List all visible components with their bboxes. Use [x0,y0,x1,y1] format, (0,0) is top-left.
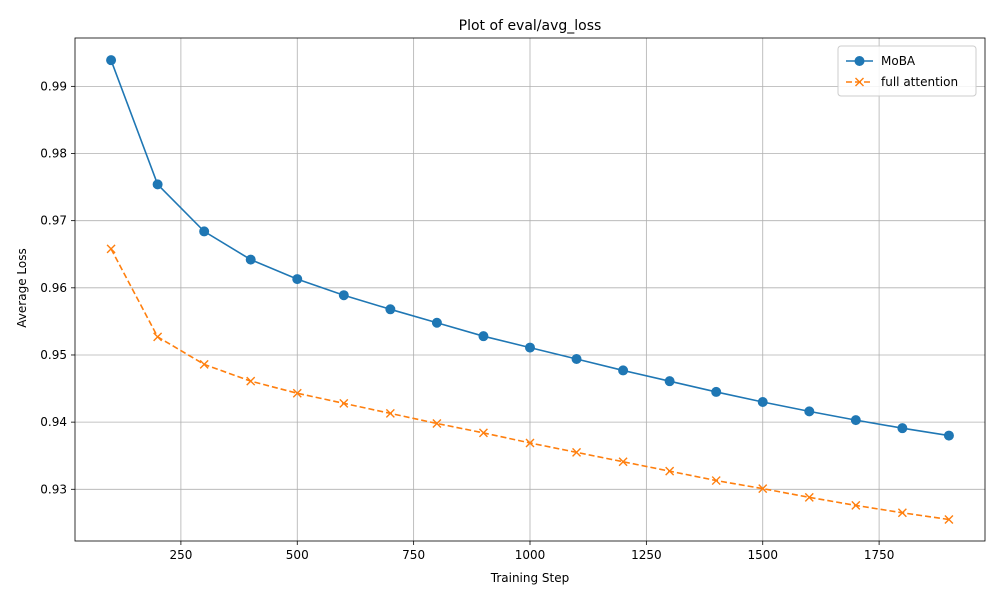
data-point-full-attention [897,508,907,518]
data-point-full-attention [572,447,582,457]
x-tick-label: 750 [402,548,425,562]
data-point-full-attention [944,515,954,525]
legend: MoBA full attention [837,45,977,97]
data-point-moba [292,274,303,285]
data-point-full-attention [199,359,209,369]
y-tick-label: 0.94 [40,415,67,429]
data-point-full-attention [339,398,349,408]
data-point-moba [943,430,954,441]
chart-title: Plot of eval/avg_loss [459,18,602,34]
data-point-moba [897,423,908,434]
data-point-full-attention [106,244,116,254]
grid [75,38,985,541]
x-tick-label: 1500 [747,548,778,562]
axes: 250 500 750 1000 1250 1500 1750 0.93 0.94 0.95 0.9… [40,79,894,562]
data-point-full-attention [153,332,163,342]
x-tick-label: 1000 [515,548,546,562]
data-point-moba [757,396,768,407]
series-moba [106,55,954,441]
legend-marker-moba [854,56,865,66]
data-point-full-attention [246,376,256,386]
y-tick-label: 0.99 [40,79,67,93]
data-point-moba [711,386,722,397]
data-point-full-attention [292,388,302,398]
data-point-moba [152,179,163,190]
data-point-full-attention [851,500,861,510]
data-point-full-attention [525,438,535,448]
data-point-moba [385,304,396,315]
data-point-full-attention [385,408,395,418]
y-tick-label: 0.97 [40,214,67,228]
data-point-moba [664,376,675,387]
x-tick-label: 250 [169,548,192,562]
x-tick-label: 1750 [864,548,895,562]
x-axis-label: Training Step [490,571,570,585]
data-point-moba [106,55,117,66]
data-point-moba [618,365,629,376]
series-full-attention [106,244,954,525]
x-tick-label: 500 [286,548,309,562]
data-point-moba [850,415,861,426]
x-tick-label: 1250 [631,548,662,562]
y-tick-label: 0.96 [40,281,67,295]
legend-label-full-attention: full attention [881,75,958,89]
data-point-full-attention [432,418,442,428]
data-point-moba [199,226,210,237]
data-point-moba [245,254,256,265]
series-layer [106,55,954,525]
legend-label-moba: MoBA [881,54,916,68]
y-tick-label: 0.98 [40,147,67,161]
data-point-full-attention [478,428,488,438]
data-point-moba [338,290,349,301]
data-point-moba [571,354,582,365]
legend-box [837,45,977,97]
data-point-moba [478,331,489,342]
y-axis-label: Average Loss [15,248,29,327]
data-point-full-attention [618,457,628,467]
data-point-full-attention [804,492,814,502]
y-tick-label: 0.95 [40,348,67,362]
data-point-moba [431,317,442,328]
data-point-moba [525,342,535,353]
data-point-full-attention [665,466,675,476]
y-tick-label: 0.93 [40,482,67,496]
data-point-moba [804,406,815,417]
data-point-full-attention [758,484,768,494]
legend-marker-full-attention [855,77,864,87]
data-point-full-attention [711,476,721,486]
